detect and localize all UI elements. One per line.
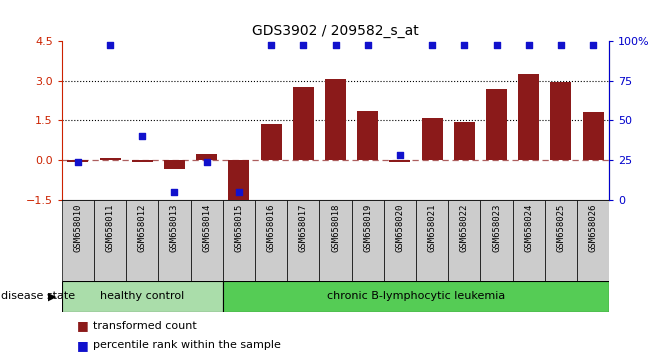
Text: GSM658022: GSM658022	[460, 204, 469, 252]
Bar	[582, 113, 604, 160]
Text: GSM658020: GSM658020	[395, 204, 405, 252]
Text: disease state: disease state	[1, 291, 75, 302]
Bar	[158, 200, 191, 281]
Bar	[132, 160, 153, 161]
Bar	[260, 124, 282, 160]
Bar	[223, 200, 255, 281]
Bar	[67, 160, 89, 161]
Point	[266, 42, 276, 48]
Bar	[126, 200, 158, 281]
Text: GSM658024: GSM658024	[524, 204, 533, 252]
Bar	[357, 111, 378, 160]
Text: GSM658012: GSM658012	[138, 204, 147, 252]
Bar	[480, 200, 513, 281]
Point	[330, 42, 341, 48]
Point	[169, 189, 180, 195]
Text: GSM658018: GSM658018	[331, 204, 340, 252]
Bar	[99, 158, 121, 160]
Point	[298, 42, 309, 48]
Text: chronic B-lymphocytic leukemia: chronic B-lymphocytic leukemia	[327, 291, 505, 302]
Point	[427, 42, 437, 48]
Bar	[228, 160, 250, 205]
Bar	[421, 118, 443, 160]
Bar	[62, 281, 223, 312]
Bar	[550, 82, 572, 160]
Point	[491, 42, 502, 48]
Text: ▶: ▶	[48, 291, 56, 302]
Text: GSM658019: GSM658019	[363, 204, 372, 252]
Bar	[94, 200, 126, 281]
Bar	[319, 200, 352, 281]
Point	[201, 159, 212, 165]
Text: GSM658025: GSM658025	[556, 204, 566, 252]
Point	[523, 42, 534, 48]
Bar	[513, 200, 545, 281]
Bar	[384, 200, 416, 281]
Bar	[164, 160, 185, 170]
Bar	[486, 88, 507, 160]
Bar	[545, 200, 577, 281]
Bar	[255, 200, 287, 281]
Text: ■: ■	[77, 319, 89, 332]
Bar	[287, 200, 319, 281]
Point	[395, 153, 405, 158]
Bar	[518, 74, 539, 160]
Text: GSM658016: GSM658016	[266, 204, 276, 252]
Text: transformed count: transformed count	[93, 321, 197, 331]
Text: GSM658011: GSM658011	[105, 204, 115, 252]
Point	[234, 189, 244, 195]
Bar	[352, 200, 384, 281]
Bar	[293, 87, 314, 160]
Text: healthy control: healthy control	[100, 291, 185, 302]
Point	[72, 159, 83, 165]
Text: GSM658026: GSM658026	[588, 204, 598, 252]
Text: ■: ■	[77, 339, 89, 352]
Text: GSM658017: GSM658017	[299, 204, 308, 252]
Point	[137, 133, 148, 139]
Bar	[448, 200, 480, 281]
Bar	[223, 281, 609, 312]
Point	[588, 42, 599, 48]
Point	[105, 42, 115, 48]
Text: GSM658010: GSM658010	[73, 204, 83, 252]
Point	[459, 42, 470, 48]
Bar	[389, 160, 411, 161]
Title: GDS3902 / 209582_s_at: GDS3902 / 209582_s_at	[252, 24, 419, 38]
Text: GSM658021: GSM658021	[427, 204, 437, 252]
Text: percentile rank within the sample: percentile rank within the sample	[93, 340, 280, 350]
Point	[556, 42, 566, 48]
Bar	[191, 200, 223, 281]
Point	[362, 42, 373, 48]
Bar	[325, 79, 346, 160]
Text: GSM658013: GSM658013	[170, 204, 179, 252]
Text: GSM658023: GSM658023	[492, 204, 501, 252]
Bar	[577, 200, 609, 281]
Text: GSM658015: GSM658015	[234, 204, 244, 252]
Bar	[454, 122, 475, 160]
Text: GSM658014: GSM658014	[202, 204, 211, 252]
Bar	[62, 200, 94, 281]
Bar	[416, 200, 448, 281]
Bar	[196, 154, 217, 160]
